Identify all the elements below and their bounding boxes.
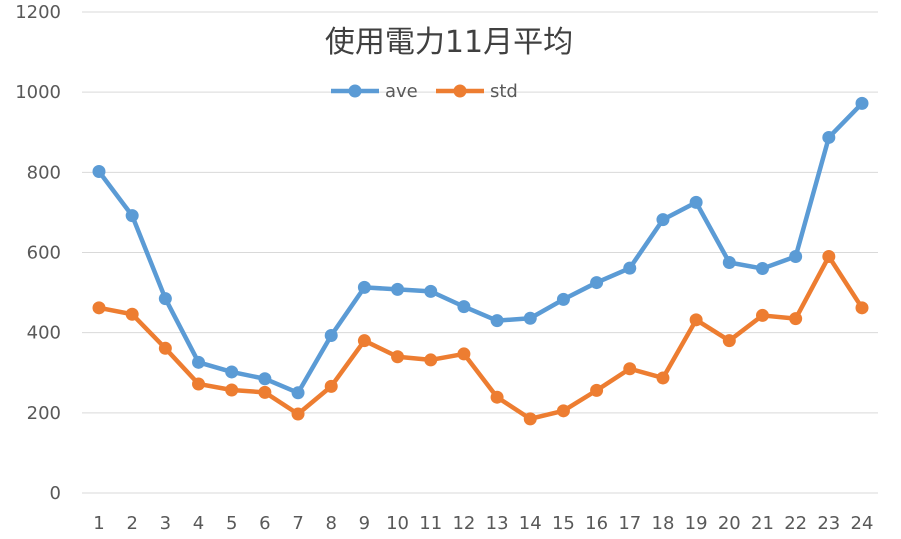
x-tick-label: 16 — [585, 513, 608, 534]
legend-label: std — [490, 81, 518, 102]
legend-item-ave: ave — [331, 81, 418, 102]
data-point-std — [192, 377, 206, 391]
data-point-std — [424, 353, 438, 367]
x-tick-label: 5 — [226, 513, 237, 534]
x-tick-label: 18 — [652, 513, 675, 534]
x-tick-label: 12 — [452, 513, 475, 534]
data-point-std — [258, 385, 272, 399]
x-tick-label: 10 — [386, 513, 409, 534]
data-point-ave — [490, 314, 504, 328]
data-point-ave — [722, 256, 736, 270]
data-point-ave — [424, 284, 438, 298]
x-tick-label: 8 — [325, 513, 336, 534]
x-tick-label: 17 — [618, 513, 641, 534]
data-point-ave — [623, 261, 637, 275]
x-tick-label: 19 — [685, 513, 708, 534]
data-point-ave — [158, 292, 172, 306]
data-point-std — [391, 350, 405, 364]
x-tick-label: 15 — [552, 513, 575, 534]
data-point-std — [623, 362, 637, 376]
chart-title: 使用電力11月平均 — [325, 25, 573, 60]
legend-marker — [453, 84, 467, 98]
series-line-std — [96, 254, 865, 422]
data-point-ave — [590, 276, 604, 290]
data-point-std — [722, 334, 736, 348]
x-tick-label: 1 — [93, 513, 104, 534]
data-point-ave — [258, 372, 272, 386]
x-tick-label: 6 — [259, 513, 270, 534]
legend-marker — [348, 84, 362, 98]
data-point-ave — [755, 262, 769, 276]
y-tick-label: 200 — [27, 403, 61, 424]
data-point-std — [225, 383, 239, 397]
legend: ave std — [331, 81, 518, 102]
y-tick-label: 400 — [27, 323, 61, 344]
data-point-std — [822, 250, 836, 264]
series-std — [92, 250, 869, 426]
y-tick-label: 1200 — [15, 2, 61, 23]
y-tick-label: 1000 — [15, 82, 61, 103]
data-point-ave — [192, 355, 206, 369]
x-tick-label: 9 — [359, 513, 370, 534]
data-point-std — [158, 341, 172, 355]
legend-label: ave — [385, 81, 418, 102]
x-axis-tick-labels: 1 2 3 4 5 6 7 8 9 10 11 12 13 14 15 16 17 18 19 20 21 22 23 24 — [93, 513, 873, 534]
data-point-ave — [855, 96, 869, 110]
data-point-std — [490, 390, 504, 404]
data-point-std — [590, 383, 604, 397]
x-tick-label: 11 — [419, 513, 442, 534]
gridlines — [82, 11, 878, 494]
y-tick-label: 800 — [27, 162, 61, 183]
data-point-std — [523, 412, 537, 426]
data-point-std — [92, 301, 106, 315]
data-point-std — [357, 334, 371, 348]
data-point-std — [324, 379, 338, 393]
legend-item-std: std — [436, 81, 518, 102]
x-tick-label: 23 — [817, 513, 840, 534]
data-point-std — [755, 308, 769, 322]
x-tick-label: 4 — [193, 513, 204, 534]
x-tick-label: 14 — [519, 513, 542, 534]
data-point-ave — [324, 328, 338, 342]
data-point-ave — [92, 165, 106, 179]
x-tick-label: 20 — [718, 513, 741, 534]
data-point-ave — [656, 213, 670, 227]
x-tick-label: 21 — [751, 513, 774, 534]
y-axis-tick-labels: 0 200 400 600 800 1000 1200 — [15, 2, 61, 504]
data-point-std — [689, 313, 703, 327]
x-tick-label: 22 — [784, 513, 807, 534]
data-point-ave — [556, 292, 570, 306]
series-group — [92, 96, 869, 426]
data-point-ave — [457, 300, 471, 314]
data-point-std — [789, 312, 803, 326]
x-tick-label: 3 — [160, 513, 171, 534]
x-tick-label: 2 — [126, 513, 137, 534]
data-point-ave — [225, 365, 239, 379]
data-point-ave — [523, 311, 537, 325]
data-point-ave — [391, 282, 405, 296]
series-ave — [92, 96, 869, 400]
data-point-std — [291, 407, 305, 421]
series-line-ave — [96, 101, 865, 396]
data-point-ave — [789, 250, 803, 264]
data-point-ave — [357, 280, 371, 294]
data-point-ave — [125, 209, 139, 223]
data-point-ave — [822, 130, 836, 144]
x-tick-label: 24 — [851, 513, 874, 534]
data-point-std — [556, 404, 570, 418]
data-point-ave — [291, 386, 305, 400]
y-tick-label: 600 — [27, 243, 61, 264]
data-point-ave — [689, 195, 703, 209]
y-tick-label: 0 — [50, 483, 61, 504]
data-point-std — [656, 371, 670, 385]
data-point-std — [855, 301, 869, 315]
x-tick-label: 7 — [292, 513, 303, 534]
data-point-std — [125, 307, 139, 321]
data-point-std — [457, 347, 471, 361]
x-tick-label: 13 — [486, 513, 509, 534]
